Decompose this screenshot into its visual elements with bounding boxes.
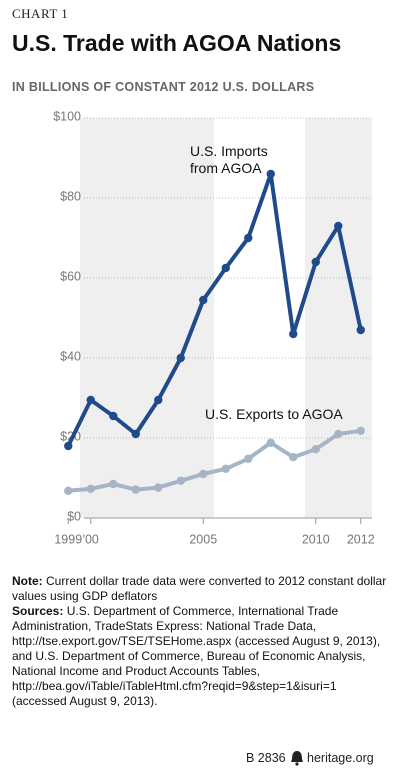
shaded-band xyxy=(305,118,372,518)
data-point xyxy=(64,441,73,451)
data-point xyxy=(199,295,208,305)
chart-kicker: CHART 1 xyxy=(12,6,69,21)
site: heritage.org xyxy=(307,751,374,765)
data-point xyxy=(311,445,320,454)
data-point xyxy=(334,221,343,231)
sources-label: Sources: xyxy=(12,604,64,618)
data-point xyxy=(154,395,163,405)
y-tick-label: $0 xyxy=(67,509,81,523)
y-tick-label: $80 xyxy=(60,189,81,203)
x-tick-label: '00 xyxy=(83,532,99,546)
series-label: U.S. Imports from AGOA xyxy=(190,143,268,176)
data-point xyxy=(131,485,140,494)
chart-title: U.S. Trade with AGOA Nations xyxy=(12,30,342,56)
data-point xyxy=(154,483,163,492)
data-point xyxy=(109,411,118,421)
series-label: U.S. Exports to AGOA xyxy=(205,406,343,422)
data-point xyxy=(86,484,95,493)
data-point xyxy=(131,429,140,439)
data-point xyxy=(244,233,253,243)
x-tick-label: 1999 xyxy=(54,532,82,546)
data-point xyxy=(221,464,230,473)
note-label: Note: xyxy=(12,574,43,588)
data-point xyxy=(334,429,343,439)
x-tick-label: 2012 xyxy=(347,532,375,546)
bell-icon xyxy=(291,751,303,766)
y-tick-label: $100 xyxy=(53,109,81,123)
data-point xyxy=(356,325,365,335)
data-point xyxy=(221,263,230,273)
data-point xyxy=(199,469,208,479)
series-line xyxy=(66,172,363,447)
data-point xyxy=(311,257,320,267)
sources-text: U.S. Department of Commerce, Internation… xyxy=(12,604,381,708)
chart-subtitle: IN BILLIONS OF CONSTANT 2012 U.S. DOLLAR… xyxy=(12,80,315,94)
data-point xyxy=(64,486,73,495)
data-point xyxy=(176,353,185,363)
data-point xyxy=(176,476,185,485)
y-tick-label: $40 xyxy=(60,349,81,363)
report-id: B 2836 xyxy=(246,751,286,765)
note-text: Current dollar trade data were converted… xyxy=(12,574,387,603)
data-point xyxy=(244,454,253,463)
data-point xyxy=(289,329,298,339)
x-tick-label: 2010 xyxy=(302,532,330,546)
data-point xyxy=(266,169,275,179)
data-point xyxy=(356,426,365,435)
data-point xyxy=(109,479,118,489)
data-point xyxy=(266,438,275,447)
shaded-band xyxy=(80,118,214,518)
y-tick-label: $60 xyxy=(60,269,81,283)
data-point xyxy=(86,395,95,405)
data-point xyxy=(289,453,298,462)
notes: Note: Current dollar trade data were con… xyxy=(12,574,392,709)
x-tick-label: 2005 xyxy=(189,532,217,546)
